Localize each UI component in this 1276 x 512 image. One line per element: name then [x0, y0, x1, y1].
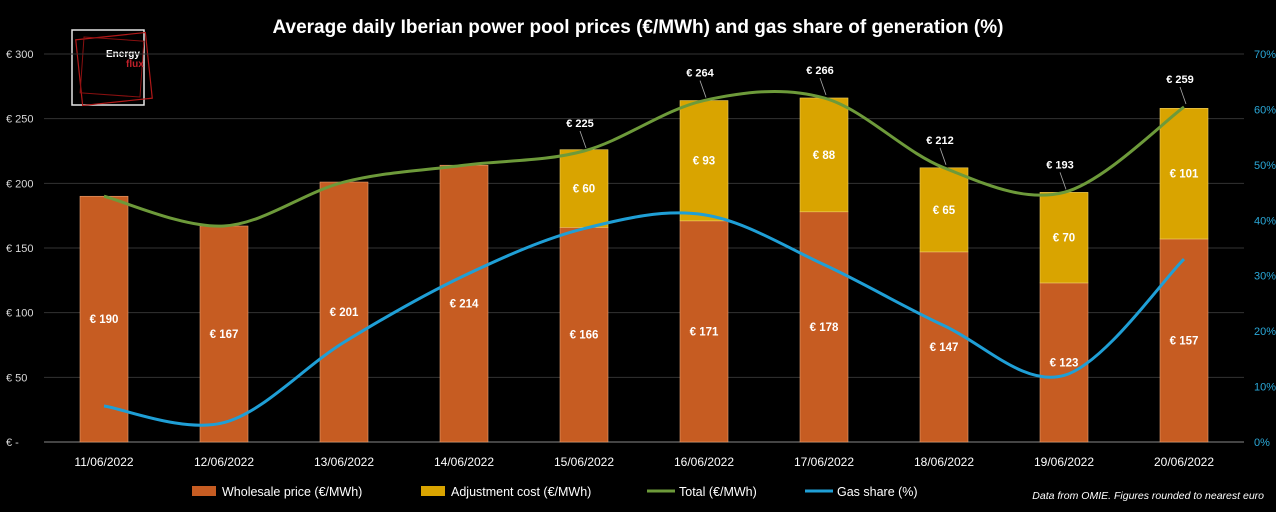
y2-tick-label: 30%	[1254, 271, 1276, 283]
bar-label-wholesale: € 167	[210, 329, 239, 341]
data-labels: € 190 € 167 € 201 € 214 € 166 € 60 € 225 € 171 €…	[90, 65, 1199, 369]
y2-tick-label: 50%	[1254, 160, 1276, 172]
y2-tick-label: 40%	[1254, 215, 1276, 227]
bar-label-wholesale: € 147	[930, 342, 959, 354]
bar-label-adjustment: € 70	[1053, 233, 1075, 245]
legend-swatch	[421, 486, 445, 496]
bar-label-wholesale: € 166	[570, 330, 599, 342]
bar-wholesale	[199, 225, 249, 443]
bar-adjustment	[1159, 108, 1209, 240]
total-label-leader	[1179, 86, 1187, 105]
energyflux-logo: Energy flux	[71, 29, 153, 107]
bar-wholesale	[679, 220, 729, 443]
right-axis: 0% 10% 20% 30% 40% 50% 60% 70%	[1254, 49, 1276, 449]
legend-label: Total (€/MWh)	[679, 485, 757, 499]
x-tick-label: 19/06/2022	[1034, 455, 1094, 469]
total-label: € 259	[1166, 74, 1194, 86]
x-tick-label: 13/06/2022	[314, 455, 374, 469]
bar-adjustment	[559, 149, 609, 228]
bar-adjustment	[799, 97, 849, 213]
legend: Wholesale price (€/MWh) Adjustment cost (…	[192, 485, 918, 499]
total-label: € 193	[1046, 159, 1074, 171]
total-label-leader	[819, 77, 827, 96]
legend-label: Gas share (%)	[837, 485, 918, 499]
bar-label-adjustment: € 88	[813, 150, 836, 162]
legend-label: Adjustment cost (€/MWh)	[451, 485, 591, 499]
y-tick-label: € 100	[6, 308, 34, 320]
legend-swatch	[192, 486, 216, 496]
chart-title: Average daily Iberian power pool prices …	[273, 17, 1004, 38]
y-tick-label: € 250	[6, 114, 34, 126]
bar-wholesale	[1039, 282, 1089, 443]
total-label: € 225	[566, 118, 594, 130]
bar-wholesale	[1159, 238, 1209, 443]
x-tick-label: 18/06/2022	[914, 455, 974, 469]
left-axis: € - € 50 € 100 € 150 € 200 € 250 € 300	[6, 49, 34, 449]
bar-label-wholesale: € 171	[690, 326, 719, 338]
bar-label-wholesale: € 190	[90, 314, 119, 326]
source-note: Data from OMIE. Figures rounded to neare…	[1032, 490, 1264, 502]
bar-label-wholesale: € 201	[330, 307, 359, 319]
bar-adjustment	[1039, 192, 1089, 284]
y-tick-label: € 50	[6, 372, 27, 384]
bar-wholesale	[79, 195, 129, 443]
bar-label-adjustment: € 60	[573, 184, 595, 196]
gas-share-line	[103, 211, 1186, 427]
bar-label-wholesale: € 157	[1170, 335, 1199, 347]
logo-text-flux: flux	[126, 59, 144, 70]
x-tick-label: 20/06/2022	[1154, 455, 1214, 469]
legend-label: Wholesale price (€/MWh)	[222, 485, 362, 499]
y2-tick-label: 0%	[1254, 437, 1270, 449]
bar-label-adjustment: € 101	[1170, 169, 1199, 181]
y2-tick-label: 70%	[1254, 49, 1276, 61]
y-tick-label: € 300	[6, 49, 34, 61]
total-label: € 266	[806, 65, 834, 77]
y-tick-label: € 200	[6, 178, 34, 190]
bar-wholesale	[799, 211, 849, 443]
x-tick-label: 12/06/2022	[194, 455, 254, 469]
x-axis: 11/06/2022 12/06/2022 13/06/2022 14/06/2022…	[74, 455, 1214, 469]
y2-tick-label: 60%	[1254, 104, 1276, 116]
total-label: € 264	[686, 68, 714, 80]
bar-wholesale	[919, 251, 969, 443]
bar-label-wholesale: € 178	[810, 322, 839, 334]
y-tick-label: € 150	[6, 243, 34, 255]
bars	[79, 97, 1209, 443]
total-label-leader	[579, 130, 587, 149]
total-label-leader	[939, 147, 947, 165]
x-tick-label: 16/06/2022	[674, 455, 734, 469]
bar-adjustment	[919, 167, 969, 253]
y2-tick-label: 20%	[1254, 326, 1276, 338]
total-label-leader	[1059, 172, 1067, 190]
bar-label-adjustment: € 93	[693, 156, 715, 168]
bar-wholesale	[319, 181, 369, 443]
x-tick-label: 14/06/2022	[434, 455, 494, 469]
bar-label-wholesale: € 214	[450, 299, 479, 311]
x-tick-label: 11/06/2022	[74, 455, 133, 469]
x-tick-label: 17/06/2022	[794, 455, 854, 469]
y2-tick-label: 10%	[1254, 382, 1276, 394]
total-label-leader	[699, 80, 707, 98]
bar-label-adjustment: € 65	[933, 205, 956, 217]
y-tick-label: € -	[6, 437, 19, 449]
total-label: € 212	[926, 135, 954, 147]
bar-label-wholesale: € 123	[1050, 357, 1079, 369]
bar-wholesale	[559, 227, 609, 443]
total-line	[103, 89, 1185, 228]
bar-adjustment	[679, 100, 729, 222]
lines	[103, 89, 1186, 427]
x-tick-label: 15/06/2022	[554, 455, 614, 469]
bar-wholesale	[439, 164, 489, 443]
